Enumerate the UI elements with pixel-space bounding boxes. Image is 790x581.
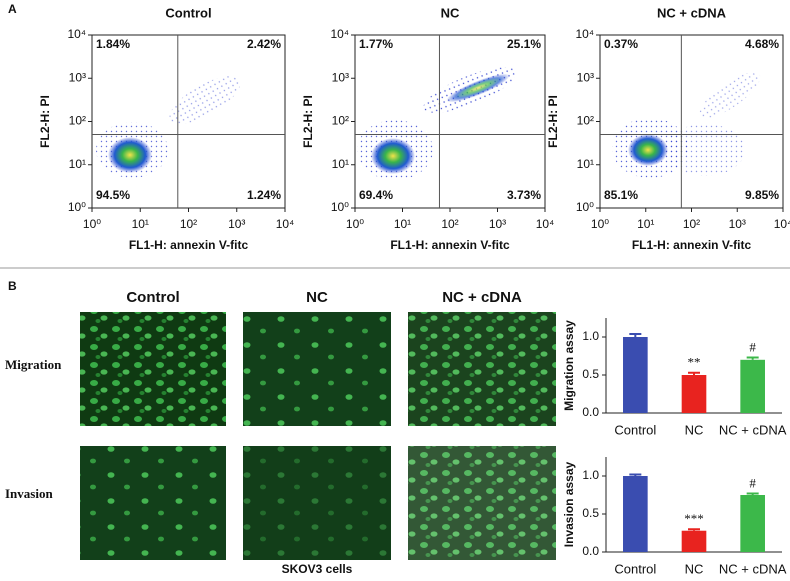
microscopy-images xyxy=(80,312,556,560)
panel-label: A xyxy=(8,2,17,16)
y-tick-label: 0.5 xyxy=(582,506,599,520)
significance-label: # xyxy=(749,340,756,355)
bar xyxy=(740,359,765,413)
x-tick-label: 10² xyxy=(180,217,197,231)
image-caption: SKOV3 cells xyxy=(282,562,353,576)
error-bar xyxy=(746,492,759,495)
y-tick-label: 10⁴ xyxy=(67,27,86,41)
y-axis-label: FL2-H: PI xyxy=(38,95,52,148)
y-tick-label: 10² xyxy=(69,114,86,128)
y-tick-label: 10² xyxy=(577,114,594,128)
y-tick-label: 0.5 xyxy=(582,367,599,381)
bar xyxy=(681,375,707,413)
x-axis-label: FL1-H: annexin V-fitc xyxy=(129,238,249,252)
x-tick-label: 10⁰ xyxy=(83,217,101,231)
x-tick-label: 10² xyxy=(683,217,700,231)
quadrant-label: 3.73% xyxy=(507,188,541,202)
image-row-title: Invasion xyxy=(5,486,53,501)
y-tick-label: 0.0 xyxy=(582,405,599,419)
y-axis-label: FL2-H: PI xyxy=(301,95,315,148)
x-tick-label: Control xyxy=(614,561,656,576)
x-tick-label: 10⁰ xyxy=(591,217,609,231)
x-tick-label: NC xyxy=(685,422,704,437)
x-tick-label: 10⁰ xyxy=(346,217,364,231)
chart-title: NC xyxy=(441,5,460,20)
quadrant-label: 0.37% xyxy=(604,37,638,51)
image-column-title: NC xyxy=(306,289,328,306)
quadrant-label: 69.4% xyxy=(359,188,393,202)
x-tick-label: Control xyxy=(614,422,656,437)
significance-label: ** xyxy=(688,355,701,370)
y-axis-label: FL2-H: PI xyxy=(546,95,560,148)
quadrant-label: 85.1% xyxy=(604,188,638,202)
x-tick-label: 10¹ xyxy=(394,217,411,231)
x-tick-label: NC + cDNA xyxy=(719,422,787,437)
chart-title: NC + cDNA xyxy=(657,5,727,20)
y-tick-label: 1.0 xyxy=(582,468,599,482)
event-clouds xyxy=(96,67,761,180)
x-tick-label: 10⁴ xyxy=(536,217,555,231)
bar xyxy=(740,495,765,552)
y-axis-label: Invasion assay xyxy=(562,461,576,547)
x-tick-label: 10³ xyxy=(489,217,506,231)
y-tick-label: 10³ xyxy=(69,70,86,84)
x-tick-label: NC + cDNA xyxy=(719,561,787,576)
y-tick-label: 10³ xyxy=(332,70,349,84)
x-tick-label: 10⁴ xyxy=(774,217,790,231)
y-tick-label: 0.0 xyxy=(582,544,599,558)
x-tick-label: 10³ xyxy=(729,217,746,231)
y-tick-label: 10¹ xyxy=(577,157,594,171)
x-tick-label: 10¹ xyxy=(637,217,654,231)
y-tick-label: 10⁰ xyxy=(576,200,594,214)
bar xyxy=(623,337,648,413)
quadrant-label: 1.84% xyxy=(96,37,130,51)
x-tick-label: 10² xyxy=(441,217,458,231)
quadrant-label: 94.5% xyxy=(96,188,130,202)
error-bar xyxy=(746,356,759,360)
y-tick-label: 10¹ xyxy=(69,157,86,171)
x-tick-label: 10¹ xyxy=(132,217,149,231)
quadrant-label: 2.42% xyxy=(247,37,281,51)
x-axis-label: FL1-H: annexin V-fitc xyxy=(390,238,510,252)
panel-label: B xyxy=(8,279,17,293)
x-tick-label: 10³ xyxy=(228,217,245,231)
bar xyxy=(681,530,707,552)
quadrant-label: 9.85% xyxy=(745,188,779,202)
significance-label: # xyxy=(749,475,756,490)
error-bar xyxy=(629,473,642,476)
y-tick-label: 10³ xyxy=(577,70,594,84)
error-bar xyxy=(688,371,700,375)
y-tick-label: 10⁴ xyxy=(330,27,349,41)
y-tick-label: 10¹ xyxy=(332,157,349,171)
y-tick-label: 10² xyxy=(332,114,349,128)
x-tick-label: 10⁴ xyxy=(276,217,295,231)
quadrant-label: 1.24% xyxy=(247,188,281,202)
x-tick-label: NC xyxy=(685,561,704,576)
y-axis-label: Migration assay xyxy=(562,320,576,411)
quadrant-label: 25.1% xyxy=(507,37,541,51)
significance-label: *** xyxy=(684,511,704,526)
image-column-title: NC + cDNA xyxy=(442,289,522,306)
y-tick-label: 10⁴ xyxy=(575,27,594,41)
image-row-title: Migration xyxy=(5,357,62,372)
y-tick-label: 10⁰ xyxy=(68,200,86,214)
quadrant-label: 4.68% xyxy=(745,37,779,51)
y-tick-label: 10⁰ xyxy=(331,200,349,214)
x-axis-label: FL1-H: annexin V-fitc xyxy=(632,238,752,252)
y-tick-label: 1.0 xyxy=(582,329,599,343)
error-bar xyxy=(629,332,642,337)
bar xyxy=(623,476,648,552)
image-column-title: Control xyxy=(126,289,179,306)
quadrant-label: 1.77% xyxy=(359,37,393,51)
error-bar xyxy=(688,528,700,531)
chart-title: Control xyxy=(165,5,211,20)
